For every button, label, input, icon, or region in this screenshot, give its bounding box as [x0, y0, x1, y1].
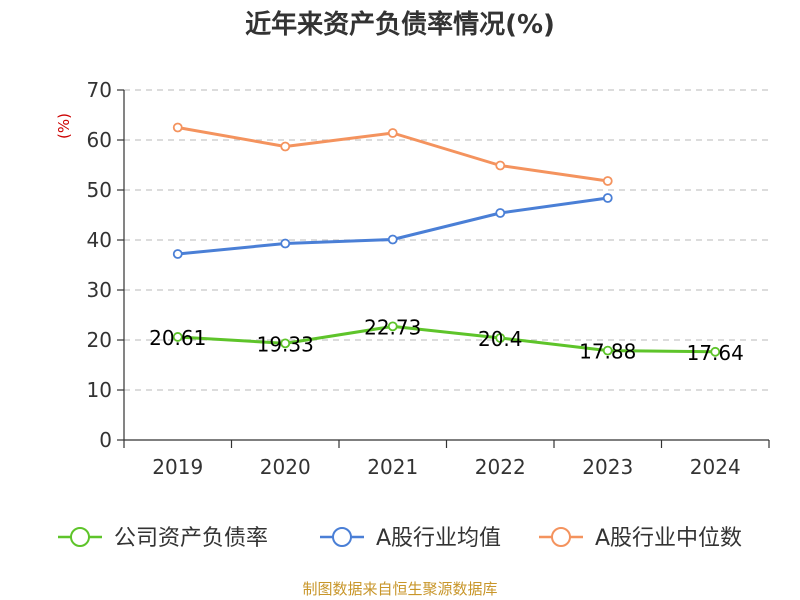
data-point — [172, 249, 183, 259]
x-tick-label: 2022 — [475, 455, 526, 479]
data-label: 22.73 — [364, 315, 421, 339]
x-tick-label: 2021 — [367, 455, 418, 479]
y-tick-label: 60 — [87, 128, 112, 152]
y-tick-label: 40 — [87, 228, 112, 252]
legend-marker-1 — [332, 527, 352, 547]
data-point — [280, 141, 291, 152]
data-point — [495, 333, 506, 343]
data-point — [602, 176, 613, 186]
legend-marker-2 — [551, 527, 571, 547]
y-axis-unit: (%) — [55, 113, 73, 139]
data-point — [710, 346, 721, 357]
axes — [117, 89, 770, 448]
data-label: 19.33 — [257, 332, 314, 356]
chart-title: 近年来资产负债率情况(%) — [245, 9, 555, 40]
data-labels: 20.61 19.33 22.73 20.4 17.88 17.64 — [149, 315, 744, 364]
x-tick-label: 2020 — [260, 455, 311, 479]
x-tick-label: 2019 — [152, 455, 203, 479]
data-point — [387, 321, 398, 332]
legend-label-2: A股行业中位数 — [595, 526, 742, 551]
series-line-1 — [177, 196, 608, 256]
data-point — [495, 160, 506, 171]
y-tick-label: 30 — [87, 278, 112, 302]
x-tick-label: 2024 — [690, 455, 741, 479]
source-note: 制图数据来自恒生聚源数据库 — [302, 580, 497, 598]
grid-lines — [124, 89, 769, 391]
data-point — [172, 122, 183, 133]
series-lines — [172, 122, 721, 357]
legend: 公司资产负债率 A股行业均值 A股行业中位数 — [58, 526, 742, 551]
legend-marker-0 — [70, 527, 90, 547]
legend-label-0: 公司资产负债率 — [114, 526, 268, 551]
legend-label-1: A股行业均值 — [376, 526, 501, 551]
x-tick-labels: 2019 2020 2021 2022 2023 2024 — [152, 455, 740, 479]
data-label: 20.61 — [149, 326, 206, 350]
data-point — [172, 332, 183, 342]
y-tick-label: 10 — [87, 378, 112, 402]
data-point — [387, 234, 398, 245]
data-point — [280, 238, 291, 249]
y-tick-label: 70 — [87, 78, 112, 102]
y-tick-label: 20 — [87, 328, 112, 352]
data-label: 17.64 — [687, 341, 744, 365]
x-tick-label: 2023 — [582, 455, 633, 479]
data-point — [495, 208, 506, 218]
y-tick-labels: 0 10 20 30 40 50 60 70 — [87, 78, 112, 452]
data-point — [602, 345, 613, 356]
data-label: 17.88 — [579, 340, 636, 364]
data-point — [280, 338, 291, 349]
data-label: 20.4 — [478, 327, 523, 351]
y-tick-label: 0 — [99, 428, 112, 452]
data-point — [602, 193, 613, 203]
series-line-0 — [177, 324, 716, 354]
data-point — [387, 128, 398, 138]
y-tick-label: 50 — [87, 178, 112, 202]
